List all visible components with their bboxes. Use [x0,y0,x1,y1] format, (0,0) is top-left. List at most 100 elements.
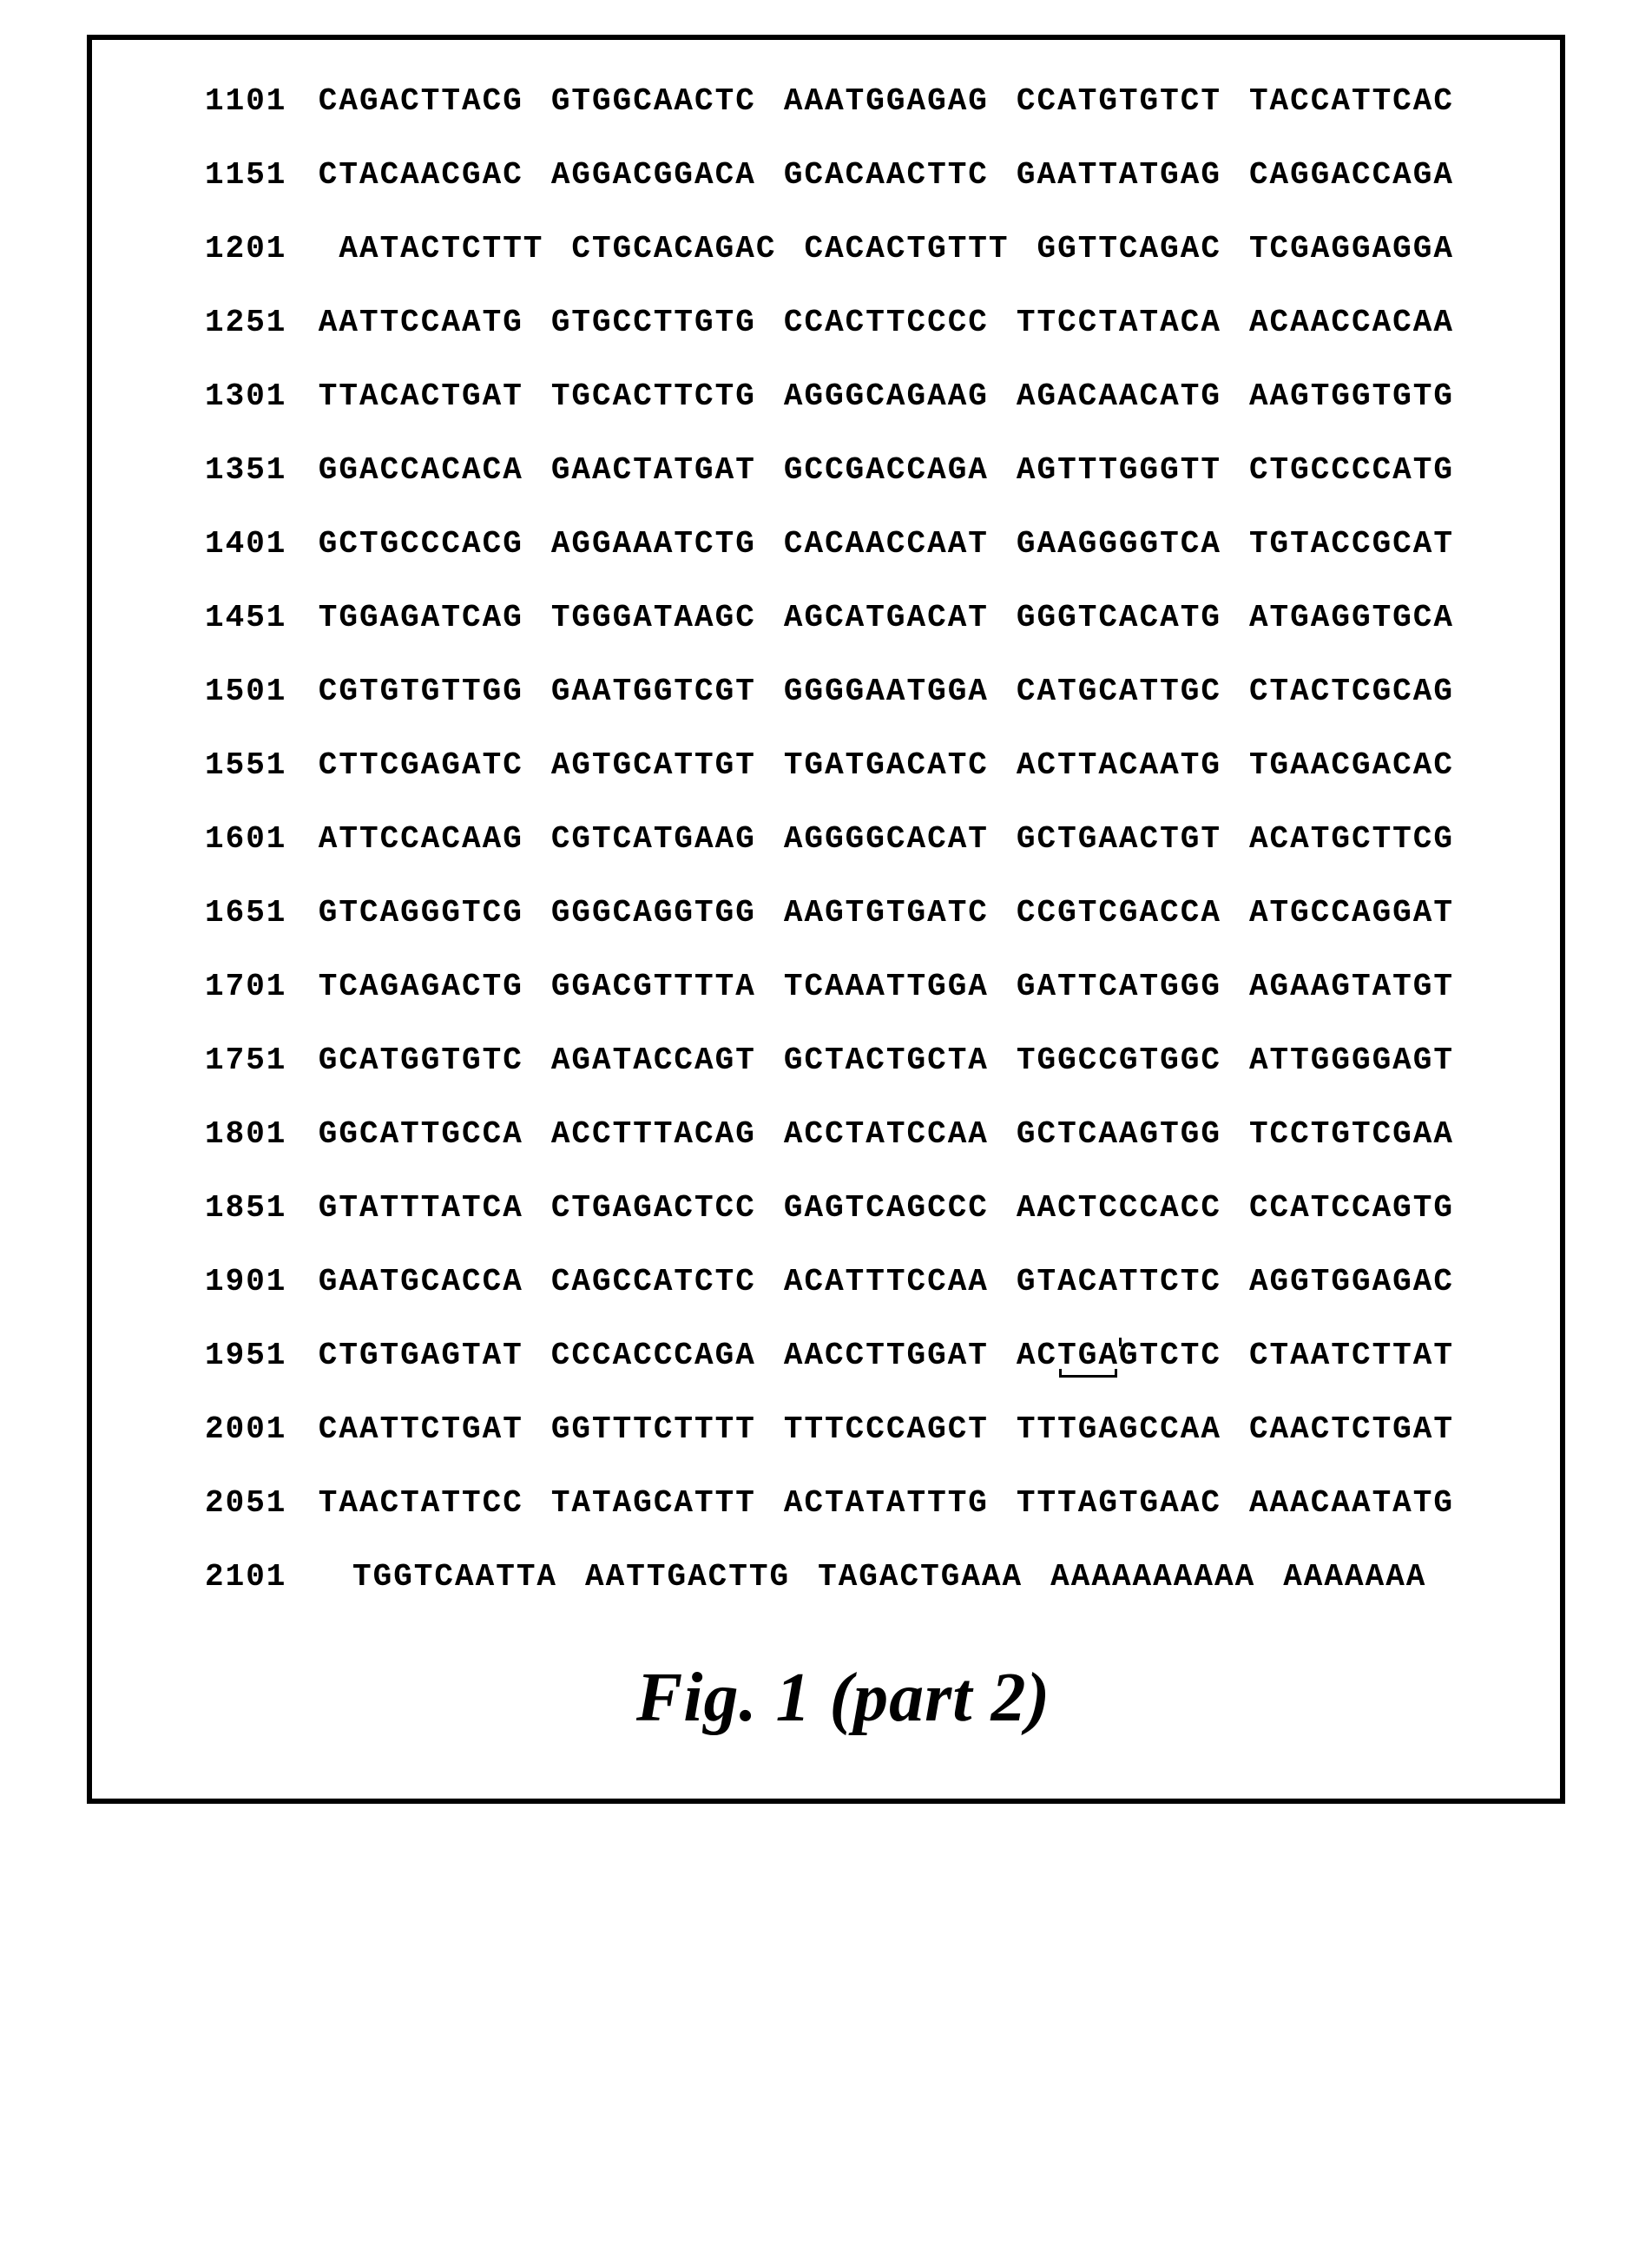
position-label: 1701 [205,969,319,1004]
sequence-group: GCTGCCCACG [319,526,523,562]
sequence-row: 2001CAATTCTGATGGTTTCTTTTTTTCCCAGCTTTTGAG… [205,1411,1482,1447]
position-label: 1401 [205,526,319,562]
sequence-group: GGGGAATGGA [784,674,989,709]
sequence-row: 2101TGGTCAATTAAATTGACTTGTAGACTGAAAAAAAAA… [205,1559,1482,1595]
sequence-group: AGTTTGGGTT [1017,452,1221,488]
sequence-group: CCATCCAGTG [1249,1190,1454,1226]
position-label: 1151 [205,157,319,193]
sequence-group: AAAAAAAAAA [1050,1559,1255,1595]
position-label: 1351 [205,452,319,488]
sequence-group: TACCATTCAC [1249,83,1454,119]
sequence-group: CAGACTTACG [319,83,523,119]
figure-caption: Fig. 1 (part 2) [205,1659,1482,1738]
sequence-group: TATAGCATTT [551,1485,756,1521]
sequence-group: ACATGCTTCG [1249,821,1454,857]
sequence-row: 1101CAGACTTACGGTGGCAACTCAAATGGAGAGCCATGT… [205,83,1482,119]
sequence-group: ACTTACAATG [1017,747,1221,783]
sequence-group: TCAGAGACTG [319,969,523,1004]
position-label: 1901 [205,1264,319,1299]
sequence-group: TGGAGATCAG [319,600,523,635]
sequence-row: 1751GCATGGTGTCAGATACCAGTGCTACTGCTATGGCCG… [205,1043,1482,1078]
sequence-group: CTTCGAGATC [319,747,523,783]
sequence-row: 2051TAACTATTCCTATAGCATTTACTATATTTGTTTAGT… [205,1485,1482,1521]
sequence-group: CAATTCTGAT [319,1411,523,1447]
sequence-group: AAGTGGTGTG [1249,378,1454,414]
sequence-group: GGGTCACATG [1017,600,1221,635]
sequence-group: AAATGGAGAG [784,83,989,119]
sequence-group: CATGCATTGC [1017,674,1221,709]
position-label: 1201 [205,231,339,266]
sequence-group: GGCATTGCCA [319,1116,523,1152]
sequence-group: CTGCACAGAC [571,231,776,266]
sequence-row: 1551CTTCGAGATCAGTGCATTGTTGATGACATCACTTAC… [205,747,1482,783]
position-label: 1751 [205,1043,319,1078]
sequence-group: CAGCCATCTC [551,1264,756,1299]
sequence-group: TTTGAGCCAA [1017,1411,1221,1447]
sequence-group: CGTGTGTTGG [319,674,523,709]
sequence-group: GATTCATGGG [1017,969,1221,1004]
sequence-group: TTCCTATACA [1017,305,1221,340]
sequence-group: AATTGACTTG [585,1559,790,1595]
sequence-group: CAGGACCAGA [1249,157,1454,193]
sequence-group: ACTGAGTCTC [1017,1338,1221,1373]
position-label: 1851 [205,1190,319,1226]
sequence-group: TGGCCGTGGC [1017,1043,1221,1078]
sequence-group: ACATTTCCAA [784,1264,989,1299]
position-label: 2101 [205,1559,352,1595]
position-label: 1501 [205,674,319,709]
sequence-group: AGATACCAGT [551,1043,756,1078]
sequence-group: GAATGGTCGT [551,674,756,709]
sequence-row: 1601ATTCCACAAGCGTCATGAAGAGGGGCACATGCTGAA… [205,821,1482,857]
sequence-group: CCATGTGTCT [1017,83,1221,119]
position-label: 1551 [205,747,319,783]
sequence-row: 1151CTACAACGACAGGACGGACAGCACAACTTCGAATTA… [205,157,1482,193]
sequence-group: AAGTGTGATC [784,895,989,931]
sequence-group: GGTTTCTTTT [551,1411,756,1447]
position-label: 1251 [205,305,319,340]
position-label: 1951 [205,1338,319,1373]
position-label: 1601 [205,821,319,857]
sequence-group: GCTCAAGTGG [1017,1116,1221,1152]
sequence-group: CCCACCCAGA [551,1338,756,1373]
sequence-group: GAATTATGAG [1017,157,1221,193]
sequence-group: GTATTTATCA [319,1190,523,1226]
sequence-group: TCCTGTCGAA [1249,1116,1454,1152]
position-label: 1101 [205,83,319,119]
sequence-group: CGTCATGAAG [551,821,756,857]
sequence-group: ACCTTTACAG [551,1116,756,1152]
sequence-group: AAACAATATG [1249,1485,1454,1521]
sequence-group: TTTCCCAGCT [784,1411,989,1447]
sequence-group: AATACTCTTT [339,231,543,266]
sequence-group: CACAACCAAT [784,526,989,562]
sequence-row: 1501CGTGTGTTGG GAATGGTCGT GGGGAATGGA CATGCA… [205,674,1482,709]
sequence-group: TAGACTGAAA [818,1559,1023,1595]
sequence-group: CTGAGACTCC [551,1190,756,1226]
sequence-group: CACACTGTTT [804,231,1009,266]
sequence-group: AGCATGACAT [784,600,989,635]
sequence-row: 1951CTGTGAGTATCCCACCCAGAAACCTTGGATACTGAG… [205,1338,1482,1373]
sequence-group: GGTTCAGAC [1037,231,1221,266]
sequence-group: TTTAGTGAAC [1017,1485,1221,1521]
sequence-group: GCATGGTGTC [319,1043,523,1078]
sequence-group: ATGAGGTGCA [1249,600,1454,635]
sequence-row: 1651GTCAGGGTCGGGGCAGGTGGAAGTGTGATCCCGTCG… [205,895,1482,931]
sequence-group: GAACTATGAT [551,452,756,488]
sequence-group: TGGGATAAGC [551,600,756,635]
sequence-group: AGGAAATCTG [551,526,756,562]
sequence-group: AGGTGGAGAC [1249,1264,1454,1299]
sequence-group: GGACCACACA [319,452,523,488]
sequence-group: CTACTCGCAG [1249,674,1454,709]
sequence-group: GTGCCTTGTG [551,305,756,340]
sequence-group: ATTGGGGAGT [1249,1043,1454,1078]
sequence-group: AGACAACATG [1017,378,1221,414]
sequence-group: GAGTCAGCCC [784,1190,989,1226]
sequence-group: ACAACCACAA [1249,305,1454,340]
sequence-group: AGTGCATTGT [551,747,756,783]
sequence-group: AGGGGCACAT [784,821,989,857]
sequence-row: 1851GTATTTATCACTGAGACTCCGAGTCAGCCCAACTCC… [205,1190,1482,1226]
sequence-row: 1351GGACCACACAGAACTATGATGCCGACCAGAAGTTTG… [205,452,1482,488]
sequence-group: AGGACGGACA [551,157,756,193]
sequence-group: ACCTATCCAA [784,1116,989,1152]
sequence-row: 1901GAATGCACCACAGCCATCTCACATTTCCAAGTACAT… [205,1264,1482,1299]
sequence-group: AACCTTGGAT [784,1338,989,1373]
